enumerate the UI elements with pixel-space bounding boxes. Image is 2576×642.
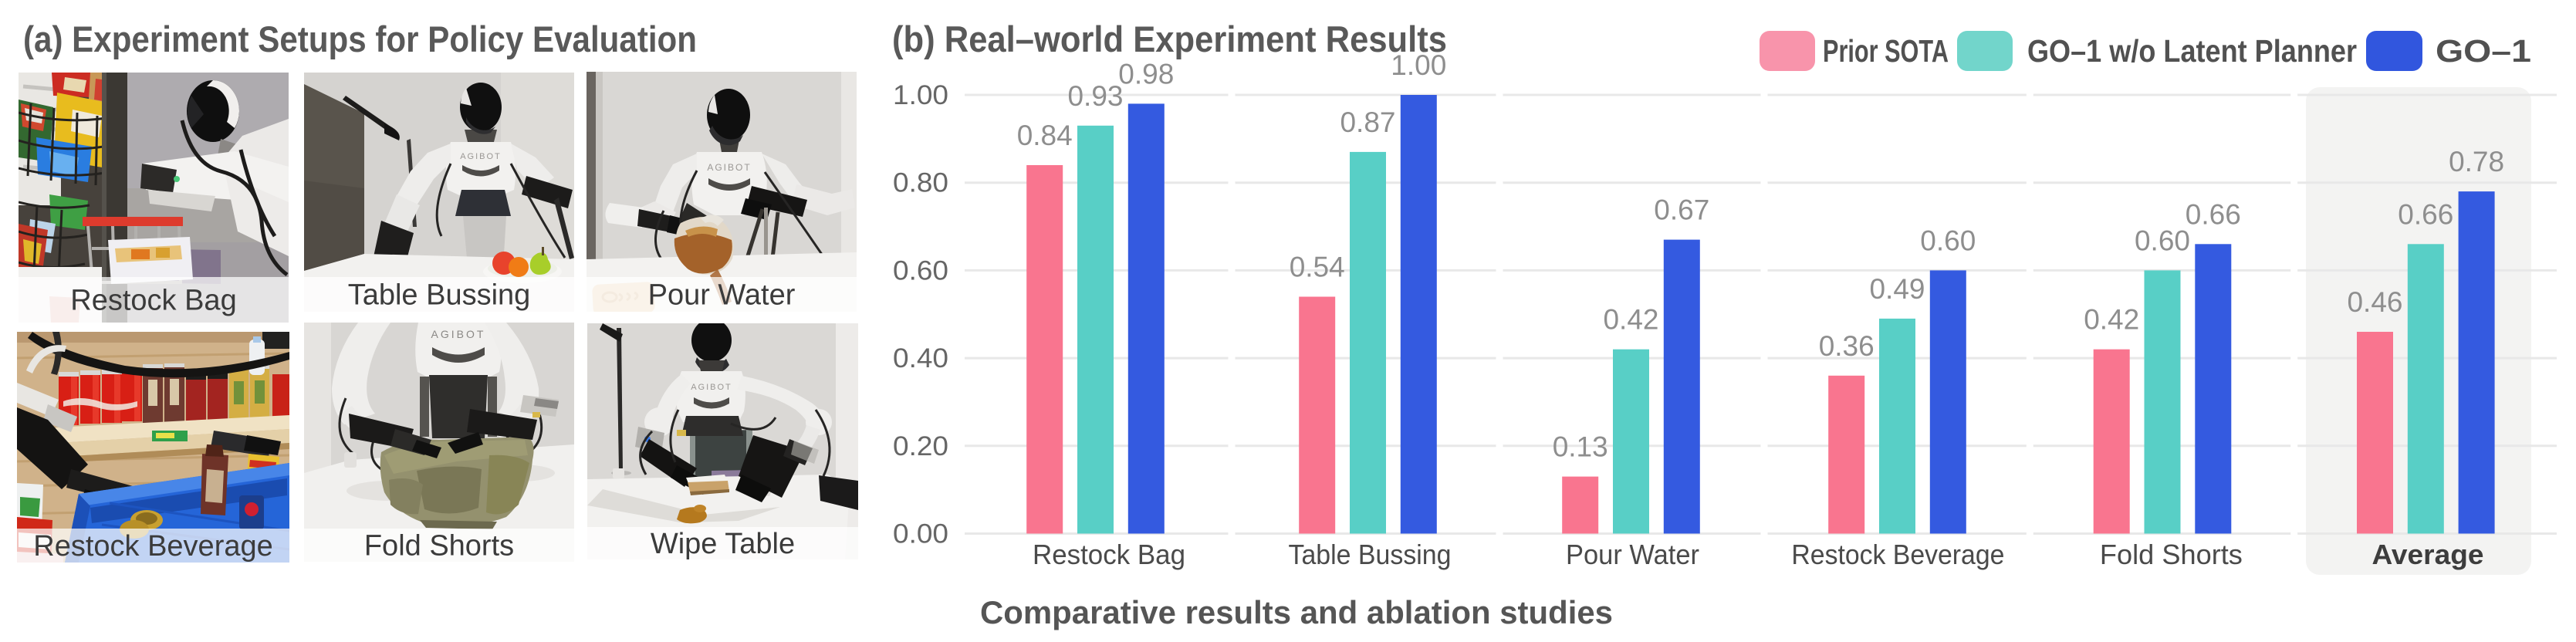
svg-text:0.46: 0.46 (2347, 286, 2402, 318)
svg-text:Restock Bag: Restock Bag (70, 285, 236, 317)
svg-text:Comparative results and ablati: Comparative results and ablation studies (980, 594, 1613, 630)
svg-text:0.67: 0.67 (1654, 194, 1709, 226)
svg-text:Restock Beverage: Restock Beverage (1791, 539, 2004, 570)
svg-text:0.66: 0.66 (2398, 198, 2453, 230)
svg-text:(b) Real–world Experiment Resu: (b) Real–world Experiment Results (892, 19, 1447, 59)
svg-text:Restock Bag: Restock Bag (1033, 539, 1185, 570)
svg-text:0.00: 0.00 (893, 519, 948, 549)
svg-text:AGIBOT: AGIBOT (707, 162, 751, 173)
svg-text:0.98: 0.98 (1118, 58, 1174, 90)
svg-text:0.60: 0.60 (1920, 225, 1976, 256)
svg-text:Fold Shorts: Fold Shorts (2100, 539, 2243, 570)
svg-text:1.00: 1.00 (893, 80, 948, 110)
svg-text:AGIBOT: AGIBOT (460, 152, 502, 161)
svg-text:Wipe Table: Wipe Table (651, 528, 795, 560)
svg-text:0.13: 0.13 (1553, 431, 1608, 463)
svg-text:0.42: 0.42 (2084, 304, 2139, 336)
svg-text:0.40: 0.40 (893, 343, 948, 373)
svg-text:AGIBOT: AGIBOT (431, 328, 486, 340)
svg-text:1.00: 1.00 (1391, 49, 1446, 81)
svg-text:Pour Water: Pour Water (1566, 539, 1699, 570)
svg-text:AGIBOT: AGIBOT (691, 383, 732, 392)
svg-text:Table Bussing: Table Bussing (348, 279, 531, 312)
svg-text:Prior SOTA: Prior SOTA (1823, 33, 1949, 69)
svg-text:GO–1 w/o Latent Planner: GO–1 w/o Latent Planner (2027, 33, 2357, 69)
svg-text:0.60: 0.60 (2135, 225, 2190, 256)
svg-text:Table Bussing: Table Bussing (1289, 539, 1452, 570)
svg-text:0.80: 0.80 (893, 168, 948, 198)
svg-text:Fold Shorts: Fold Shorts (364, 530, 514, 563)
svg-text:0.36: 0.36 (1819, 330, 1875, 362)
svg-text:0.54: 0.54 (1290, 252, 1345, 283)
svg-text:0.49: 0.49 (1869, 273, 1925, 305)
svg-text:0.66: 0.66 (2186, 198, 2241, 230)
svg-text:Pour Water: Pour Water (648, 279, 796, 312)
svg-text:0.20: 0.20 (893, 431, 948, 461)
svg-text:(a) Experiment Setups for Poli: (a) Experiment Setups for Policy Evaluat… (23, 19, 697, 59)
svg-text:Restock Beverage: Restock Beverage (33, 530, 273, 563)
svg-text:0.87: 0.87 (1340, 106, 1395, 138)
svg-text:0.93: 0.93 (1067, 80, 1123, 112)
svg-text:Average: Average (2372, 539, 2484, 570)
svg-text:0.78: 0.78 (2449, 146, 2504, 177)
svg-text:0.84: 0.84 (1017, 120, 1073, 151)
svg-text:0.60: 0.60 (893, 255, 948, 286)
svg-text:GO–1: GO–1 (2436, 33, 2531, 69)
svg-text:0.42: 0.42 (1603, 304, 1658, 336)
